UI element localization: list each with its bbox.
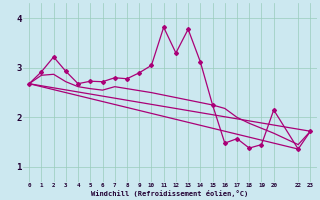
X-axis label: Windchill (Refroidissement éolien,°C): Windchill (Refroidissement éolien,°C) bbox=[91, 190, 248, 197]
